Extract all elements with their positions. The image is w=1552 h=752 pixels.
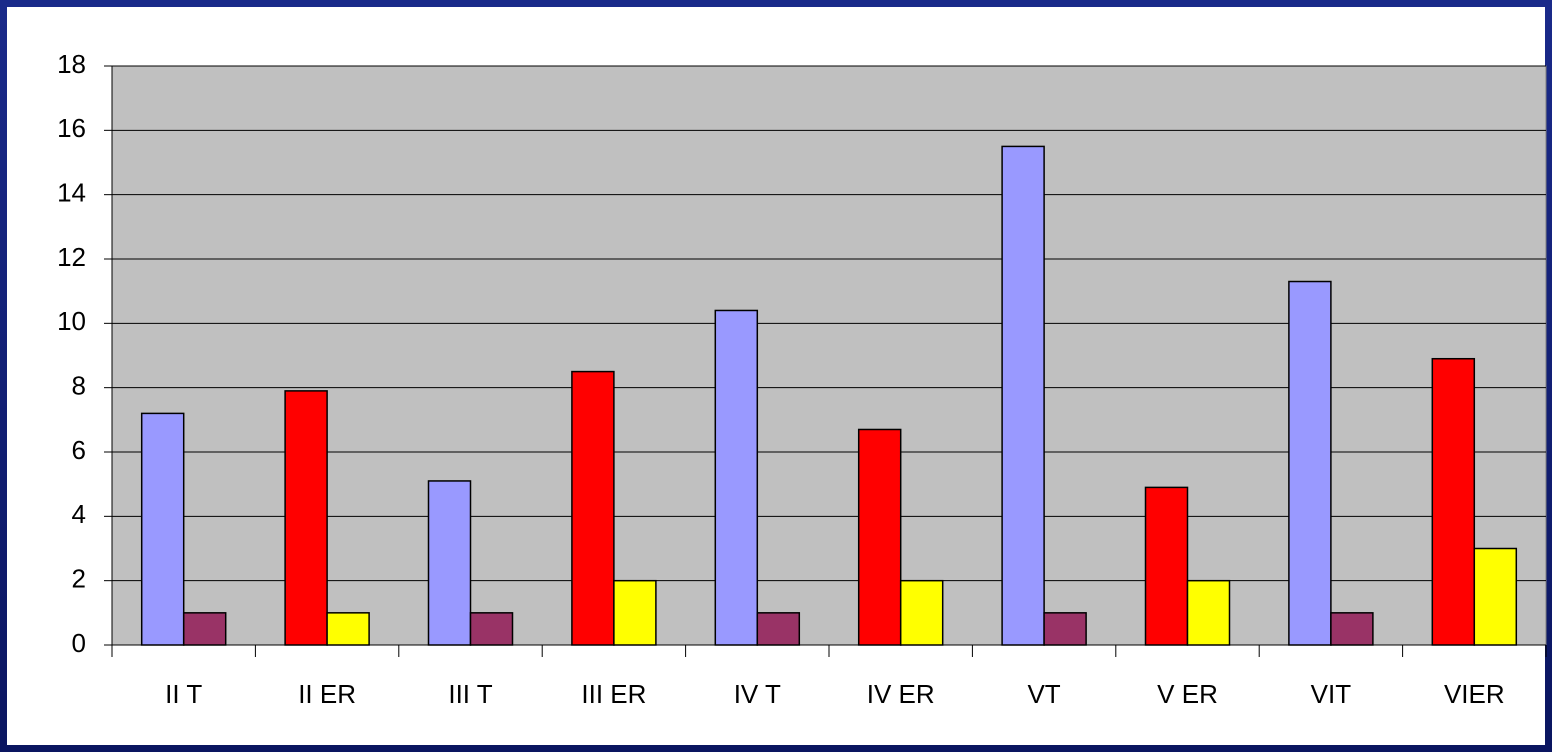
bar xyxy=(899,579,944,646)
bar xyxy=(140,412,185,646)
x-tick-label: III ER xyxy=(581,679,646,709)
x-tick-label: VIER xyxy=(1444,679,1505,709)
bar xyxy=(284,390,328,646)
y-tick-label: 8 xyxy=(72,371,86,401)
bar xyxy=(756,612,801,646)
x-tick-label: III T xyxy=(448,679,492,709)
x-tick-label: VIT xyxy=(1311,679,1352,709)
bar xyxy=(857,428,902,646)
x-tick-label: IV T xyxy=(734,679,781,709)
bar xyxy=(1001,145,1045,646)
bar xyxy=(1473,547,1518,646)
y-tick-label: 16 xyxy=(57,113,86,143)
y-tick-label: 2 xyxy=(72,564,86,594)
bar xyxy=(1144,486,1189,646)
x-tick-label: IV ER xyxy=(867,679,935,709)
y-tick-label: 12 xyxy=(57,242,86,272)
bar xyxy=(427,480,472,646)
bar xyxy=(714,309,759,646)
bar xyxy=(182,612,227,646)
bar xyxy=(1431,357,1476,646)
x-tick-label: V ER xyxy=(1157,679,1218,709)
bar xyxy=(1043,612,1087,646)
bar xyxy=(571,370,615,646)
x-tick-label: VT xyxy=(1027,679,1060,709)
bar xyxy=(326,612,370,646)
bar xyxy=(1288,280,1332,646)
y-tick-label: 0 xyxy=(72,628,86,658)
y-tick-label: 4 xyxy=(72,499,86,529)
y-tick-label: 18 xyxy=(57,49,86,79)
y-tick-label: 6 xyxy=(72,435,86,465)
bar xyxy=(469,612,514,646)
bar xyxy=(1330,612,1374,646)
y-tick-label: 10 xyxy=(57,306,86,336)
y-tick-label: 14 xyxy=(57,178,86,208)
x-tick-label: II T xyxy=(165,679,202,709)
bar xyxy=(613,579,657,646)
x-tick-label: II ER xyxy=(298,679,356,709)
bar xyxy=(1186,579,1231,646)
